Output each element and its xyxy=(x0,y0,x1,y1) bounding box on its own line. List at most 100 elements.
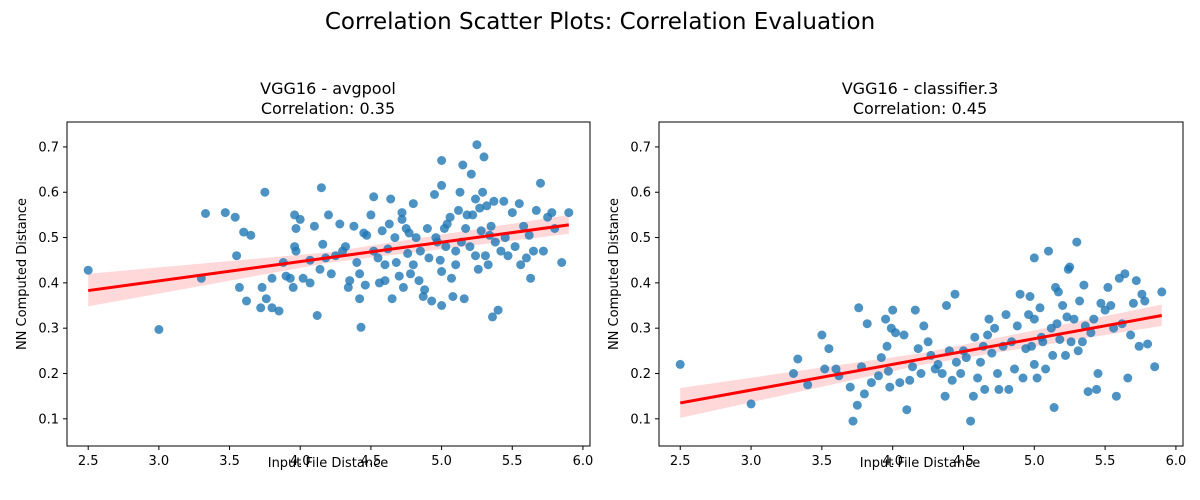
data-point xyxy=(973,373,983,383)
data-point xyxy=(895,378,905,388)
data-point xyxy=(994,384,1004,394)
data-point xyxy=(246,230,256,240)
data-point xyxy=(1123,373,1133,383)
regression-line xyxy=(679,314,1163,405)
data-point xyxy=(1048,350,1058,360)
data-point xyxy=(451,260,461,270)
data-point xyxy=(239,227,249,237)
data-point xyxy=(488,312,497,322)
y-axis-label: NN Computed Distance xyxy=(607,198,622,350)
y-tick-label: 0.6 xyxy=(38,186,59,201)
data-point xyxy=(1001,310,1011,320)
data-point xyxy=(318,239,328,249)
data-point xyxy=(1072,237,1082,247)
x-tick-label: 2.5 xyxy=(78,454,99,469)
data-point xyxy=(984,314,994,324)
data-point xyxy=(230,212,240,222)
data-point xyxy=(411,233,421,243)
data-point xyxy=(961,353,971,363)
data-point xyxy=(437,180,447,190)
data-point xyxy=(288,282,298,292)
data-point xyxy=(461,224,471,233)
data-point xyxy=(529,246,538,256)
data-point xyxy=(923,337,933,347)
data-point xyxy=(521,253,531,263)
data-point xyxy=(424,253,434,263)
data-point xyxy=(316,183,326,193)
data-point xyxy=(489,196,499,206)
data-point xyxy=(1058,301,1068,310)
data-point xyxy=(455,187,465,197)
data-point xyxy=(883,366,893,376)
data-point xyxy=(362,230,372,240)
x-tick-label: 6.0 xyxy=(573,454,594,469)
data-point xyxy=(291,224,301,233)
data-point xyxy=(1053,287,1063,297)
data-point xyxy=(859,389,869,399)
data-point xyxy=(1004,384,1014,394)
data-point xyxy=(516,260,526,270)
data-point xyxy=(866,378,876,388)
data-point xyxy=(1111,391,1121,401)
data-point xyxy=(408,260,418,270)
data-point xyxy=(309,221,319,231)
data-point xyxy=(937,369,947,378)
data-point xyxy=(232,251,242,261)
data-point xyxy=(468,210,478,220)
data-point xyxy=(1015,289,1025,299)
data-point xyxy=(220,208,230,218)
data-point xyxy=(406,269,415,279)
data-point xyxy=(1093,369,1103,378)
plot-frame xyxy=(66,121,591,447)
data-point xyxy=(437,267,447,276)
data-point xyxy=(1157,287,1167,297)
data-point xyxy=(274,306,284,316)
y-tick-label: 0.1 xyxy=(630,412,651,427)
data-point xyxy=(888,305,898,315)
data-point xyxy=(403,248,413,258)
data-point xyxy=(472,140,482,150)
data-point xyxy=(876,353,886,363)
data-point xyxy=(479,152,489,162)
data-point xyxy=(1103,282,1113,292)
data-point xyxy=(366,210,376,220)
x-tick-label: 5.5 xyxy=(1095,454,1116,469)
data-point xyxy=(514,199,524,209)
data-point xyxy=(503,251,513,261)
data-point xyxy=(380,260,390,270)
data-point xyxy=(1041,364,1051,374)
data-point xyxy=(420,285,430,295)
y-tick-label: 0.7 xyxy=(630,140,651,155)
data-point xyxy=(789,369,798,378)
data-point xyxy=(1018,373,1028,383)
data-point xyxy=(291,246,301,256)
data-point xyxy=(510,242,520,252)
data-point xyxy=(486,221,496,231)
y-tick-label: 0.5 xyxy=(630,231,651,246)
data-point xyxy=(1086,328,1096,338)
data-point xyxy=(435,255,445,265)
data-point xyxy=(305,278,315,288)
y-tick-label: 0.6 xyxy=(630,186,651,201)
data-point xyxy=(398,282,408,292)
data-point xyxy=(422,224,432,233)
data-point xyxy=(355,269,365,279)
data-point xyxy=(499,196,509,206)
data-point xyxy=(352,258,362,267)
data-point xyxy=(312,311,322,320)
x-tick-label: 2.5 xyxy=(670,454,691,469)
data-point xyxy=(415,246,425,256)
data-point xyxy=(966,416,976,426)
data-point xyxy=(1150,362,1160,372)
data-point xyxy=(976,357,985,367)
x-tick-label: 4.0 xyxy=(882,454,903,469)
data-point xyxy=(942,301,951,310)
data-point xyxy=(852,400,862,410)
scatter-panel-right: VGG16 - classifier.3 Correlation: 0.45 I… xyxy=(607,79,1186,471)
data-point xyxy=(1075,296,1085,306)
x-tick-label: 4.5 xyxy=(953,454,974,469)
data-point xyxy=(473,264,483,274)
data-point xyxy=(519,221,529,231)
data-point xyxy=(326,269,336,279)
data-point xyxy=(947,375,957,385)
